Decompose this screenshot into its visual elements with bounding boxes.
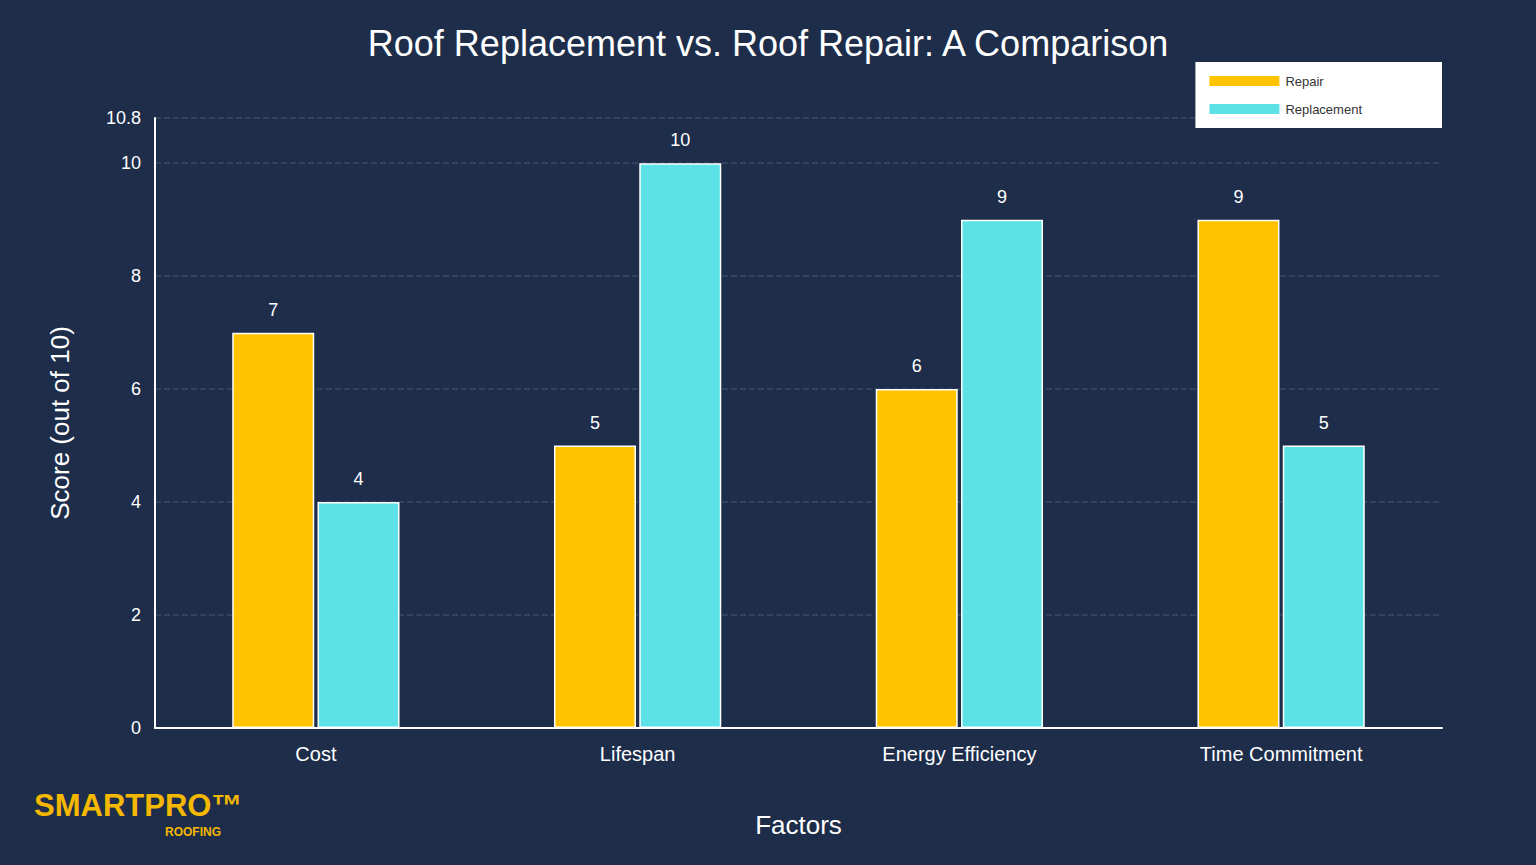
svg-text:Energy Efficiency: Energy Efficiency <box>882 743 1036 765</box>
svg-text:10: 10 <box>670 130 690 150</box>
svg-text:Cost: Cost <box>295 743 337 765</box>
svg-text:Factors: Factors <box>755 810 842 840</box>
svg-text:2: 2 <box>131 605 141 625</box>
svg-text:5: 5 <box>590 413 600 433</box>
svg-text:5: 5 <box>1319 413 1329 433</box>
svg-text:Roof Replacement vs. Roof Repa: Roof Replacement vs. Roof Repair: A Comp… <box>368 23 1168 64</box>
svg-text:9: 9 <box>1233 187 1243 207</box>
svg-text:10: 10 <box>121 153 141 173</box>
svg-text:7: 7 <box>268 300 278 320</box>
svg-text:Score (out of 10): Score (out of 10) <box>45 326 75 520</box>
svg-text:ROOFING: ROOFING <box>165 825 221 839</box>
svg-text:6: 6 <box>912 356 922 376</box>
svg-text:Repair: Repair <box>1285 74 1324 89</box>
svg-text:Replacement: Replacement <box>1285 102 1362 117</box>
svg-text:Time Commitment: Time Commitment <box>1200 743 1363 765</box>
svg-text:SMARTPRO™: SMARTPRO™ <box>34 788 242 823</box>
svg-text:4: 4 <box>131 492 141 512</box>
svg-text:4: 4 <box>354 469 364 489</box>
svg-text:Lifespan: Lifespan <box>600 743 676 765</box>
svg-text:10.8: 10.8 <box>106 108 141 128</box>
svg-text:9: 9 <box>997 187 1007 207</box>
svg-text:6: 6 <box>131 379 141 399</box>
svg-text:8: 8 <box>131 266 141 286</box>
svg-text:0: 0 <box>131 718 141 738</box>
